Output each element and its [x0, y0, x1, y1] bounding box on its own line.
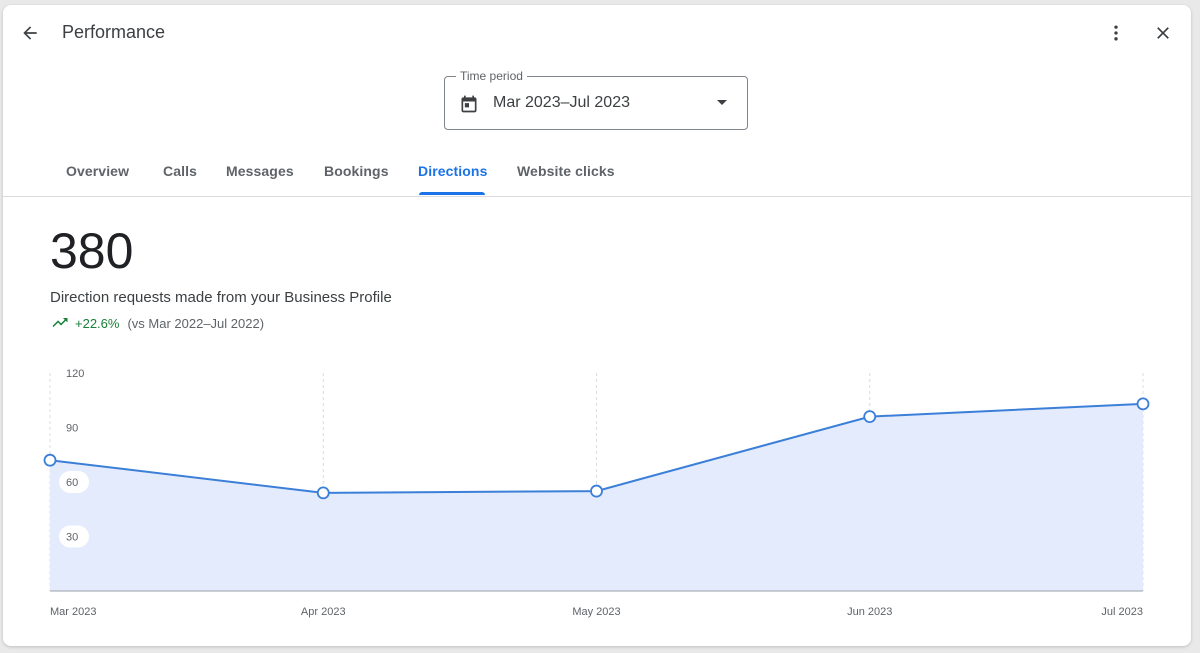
tab-messages[interactable]: Messages — [226, 163, 294, 179]
y-tick-bg-2 — [59, 416, 89, 439]
dialog-header: Performance — [3, 5, 1191, 61]
trending-up-icon — [52, 317, 68, 327]
y-tick-label: 120 — [66, 368, 84, 380]
y-tick-label: 30 — [66, 532, 78, 544]
data-point — [1136, 397, 1150, 411]
x-tick-label: Jul 2023 — [1101, 606, 1143, 618]
tab-bar: Overview Calls Messages Bookings Directi… — [3, 155, 1191, 197]
page-title: Performance — [62, 22, 166, 42]
x-tick-label: May 2023 — [572, 606, 620, 618]
x-tick-label: Mar 2023 — [50, 606, 96, 618]
arrow-back-icon — [23, 26, 37, 40]
time-period-select[interactable]: Time period Mar 2023–Jul 2023 — [444, 69, 748, 130]
more-options-button[interactable] — [1101, 18, 1131, 48]
trend-comparison: (vs Mar 2022–Jul 2022) — [127, 316, 265, 331]
metric-total: 380 — [50, 223, 134, 279]
active-tab-indicator — [419, 192, 485, 195]
time-period-label: Time period — [456, 69, 527, 83]
x-tick-label: Jun 2023 — [847, 606, 892, 618]
more-vert-icon — [1114, 25, 1118, 41]
y-tick-label: 60 — [66, 477, 78, 489]
y-tick-bg-1 — [59, 471, 89, 493]
close-button[interactable] — [1148, 18, 1178, 48]
trend-percent: +22.6% — [75, 316, 120, 331]
calendar-icon — [461, 95, 477, 113]
close-icon — [1157, 27, 1169, 39]
y-tick-bg-0 — [59, 525, 89, 548]
dropdown-arrow-icon — [717, 100, 727, 105]
data-point — [316, 486, 330, 500]
tab-calls[interactable]: Calls — [163, 163, 197, 179]
performance-dialog: Performance Time period Mar 2023–Jul 202… — [3, 5, 1191, 646]
tab-website-clicks[interactable]: Website clicks — [517, 163, 615, 179]
y-tick-label: 90 — [66, 423, 78, 435]
data-point — [590, 484, 603, 498]
time-period-value: Mar 2023–Jul 2023 — [493, 94, 630, 111]
data-point — [43, 453, 57, 467]
tab-directions[interactable]: Directions — [418, 163, 488, 179]
metric-description: Direction requests made from your Busine… — [50, 289, 392, 306]
metric-trend: +22.6% (vs Mar 2022–Jul 2022) — [51, 316, 264, 331]
tab-bookings[interactable]: Bookings — [324, 163, 389, 179]
tab-overview[interactable]: Overview — [66, 163, 130, 179]
back-button[interactable] — [15, 18, 45, 48]
directions-chart: 30 60 90 120 Mar 2023 Apr 2023 May 2023 Jun 202… — [43, 368, 1150, 618]
x-tick-label: Apr 2023 — [301, 606, 346, 618]
data-point — [863, 410, 877, 423]
